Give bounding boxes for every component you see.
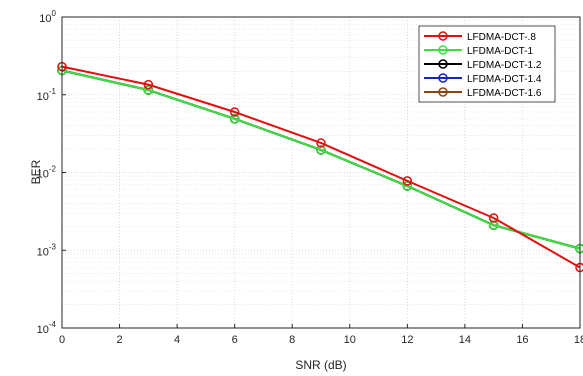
legend: LFDMA-DCT-.8 LFDMA-DCT-1 LFDMA-DCT-1.2 LFDM… [418,25,556,103]
series-layer [57,61,583,273]
legend-marker [438,59,448,69]
legend-label: LFDMA-DCT-1.2 [467,60,542,71]
minor-grid [62,20,580,305]
x-tick-label: 0 [59,334,65,346]
y-tick-label: 10-4 [37,320,57,336]
x-tick-label: 8 [289,334,295,346]
y-tick-exponent: 0 [52,9,57,18]
y-tick-base: 10 [39,13,51,25]
x-tick-label: 4 [174,334,180,346]
data-point [402,181,413,191]
data-point [316,145,326,155]
legend-label: LFDMA-DCT-.8 [467,32,536,43]
y-tick-base: 10 [37,324,49,336]
x-tick-label: 6 [232,334,238,346]
y-tick-exponent: -4 [49,320,57,329]
y-tick-exponent: -1 [49,87,57,96]
legend-label: LFDMA-DCT-1 [467,46,534,57]
data-point [143,79,154,90]
legend-marker [438,45,448,55]
series-line [61,65,581,269]
data-point [488,220,499,230]
series-line [61,69,581,250]
legend-marker [438,73,448,83]
y-tick-label: 10-2 [37,165,57,181]
y-tick-base: 10 [37,169,49,181]
x-tick-label: 10 [344,334,356,346]
y-tick-exponent: -2 [49,165,57,174]
data-point [402,176,413,186]
x-tick-label: 18 [574,334,583,346]
data-point [229,114,240,124]
x-axis-label: SNR (dB) [295,358,346,372]
legend-marker [438,31,448,41]
y-axis-label: BER [29,159,43,184]
data-point [488,213,499,223]
x-tick-label: 16 [516,334,528,346]
data-point [316,138,326,148]
y-tick-base: 10 [37,246,49,258]
data-point [143,85,154,95]
y-tick-label: 10-3 [37,242,57,258]
y-tick-base: 10 [37,91,49,103]
legend-marker [438,87,448,97]
y-tick-label: 100 [39,9,56,25]
data-point [229,107,240,117]
x-tick-label: 14 [459,334,471,346]
legend-label: LFDMA-DCT-1.6 [467,88,542,99]
legend-label: LFDMA-DCT-1.4 [467,74,542,85]
x-tick-label: 2 [116,334,122,346]
x-axis-ticks: 0 2 4 6 8 10 12 14 16 18 [59,324,583,346]
x-tick-label: 12 [401,334,413,346]
y-tick-exponent: -3 [49,242,57,251]
y-tick-label: 10-1 [37,87,57,103]
